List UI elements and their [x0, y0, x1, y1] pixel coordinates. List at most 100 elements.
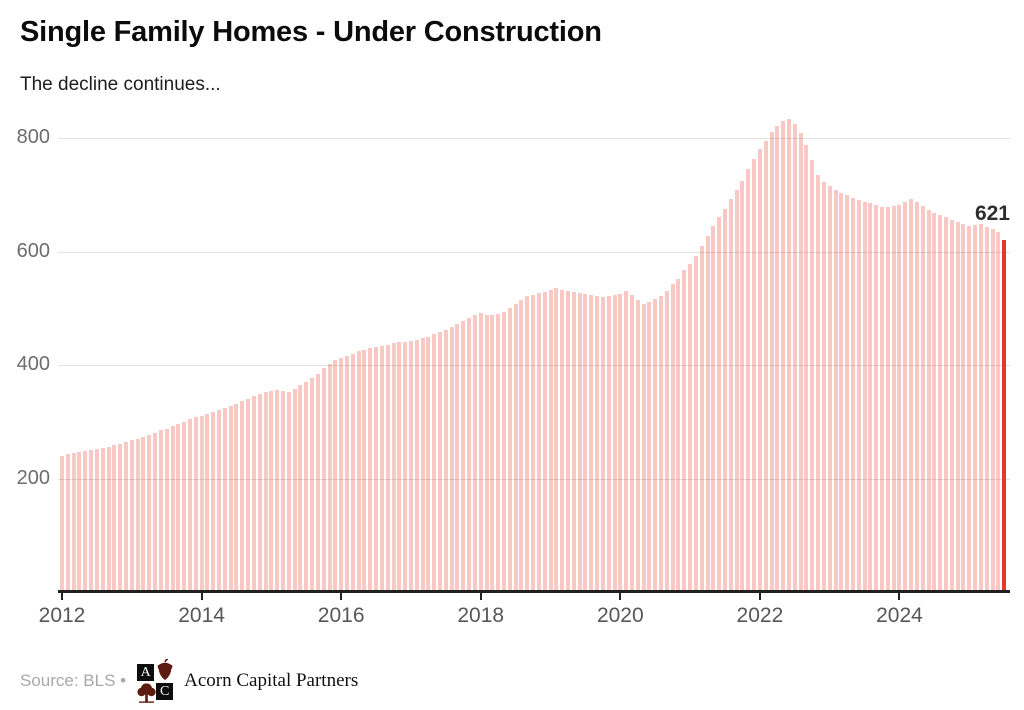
- bar: [385, 344, 390, 592]
- bar: [118, 443, 123, 592]
- bar: [426, 336, 431, 592]
- bar: [193, 417, 198, 592]
- bar: [856, 200, 861, 592]
- bar: [664, 291, 669, 592]
- bar: [548, 290, 553, 592]
- bar: [71, 452, 76, 592]
- bar: [560, 289, 565, 592]
- bar: [612, 295, 617, 592]
- bar: [810, 159, 815, 592]
- bar: [298, 385, 303, 592]
- last-value-label: 621: [974, 202, 1010, 225]
- bar: [769, 132, 774, 592]
- x-axis-tick-2024: [898, 593, 901, 600]
- bar: [467, 317, 472, 592]
- bar: [292, 388, 297, 592]
- y-axis-label-200: 200: [16, 466, 50, 489]
- bar: [449, 326, 454, 592]
- bar: [833, 189, 838, 592]
- bar: [723, 208, 727, 592]
- bar: [798, 133, 803, 592]
- bar: [781, 120, 786, 592]
- x-axis-label-2014: 2014: [178, 604, 225, 627]
- bar: [891, 206, 896, 592]
- plot-area: 200 400 600 800 2012 2014 2016 2018 2020 2022 2024: [17, 110, 1010, 627]
- bar: [967, 225, 972, 592]
- bar: [100, 447, 105, 592]
- bar: [135, 438, 140, 592]
- bar: [339, 358, 344, 592]
- x-axis-label-2012: 2012: [38, 604, 86, 627]
- bar: [926, 210, 931, 592]
- bar: [356, 351, 361, 592]
- bar: [571, 291, 576, 592]
- tree-icon: [137, 683, 156, 703]
- bar: [234, 403, 239, 592]
- bar: [938, 215, 943, 592]
- bar: [647, 302, 652, 592]
- bar: [158, 430, 163, 592]
- bar: [304, 382, 309, 592]
- bar: [141, 437, 146, 592]
- bar: [432, 334, 437, 592]
- bar: [565, 290, 570, 592]
- bar: [914, 201, 919, 592]
- bar: [816, 174, 821, 592]
- x-axis-tick-2014: [200, 593, 203, 600]
- bar: [205, 413, 210, 592]
- y-axis-label-400: 400: [16, 353, 50, 375]
- source-text: Source: BLS •: [20, 671, 127, 690]
- brand-name: Acorn Capital Partners: [184, 670, 359, 691]
- bar: [827, 186, 832, 592]
- bar: [705, 235, 710, 592]
- x-axis-label-2022: 2022: [736, 604, 784, 627]
- bar: [984, 227, 989, 592]
- bar: [310, 378, 315, 592]
- bar: [932, 212, 937, 592]
- bar: [589, 295, 594, 592]
- logo-letter-a: A: [137, 664, 155, 681]
- bar: [775, 125, 780, 592]
- bar: [60, 455, 64, 592]
- bar: [786, 118, 791, 592]
- bar: [496, 313, 501, 592]
- bar: [408, 341, 413, 592]
- bar: [944, 217, 948, 592]
- bar: [990, 229, 995, 592]
- bar: [897, 204, 902, 592]
- bar: [263, 391, 268, 592]
- bar: [752, 159, 757, 592]
- bar: [147, 434, 152, 592]
- bar: [880, 206, 885, 592]
- bar: [368, 347, 373, 592]
- gridline-200: [58, 478, 1010, 480]
- x-axis-tick-2022: [758, 593, 761, 600]
- bar: [868, 203, 873, 592]
- bar: [885, 207, 890, 592]
- chart-subtitle: The decline continues...: [20, 74, 221, 95]
- bar: [187, 419, 192, 592]
- x-axis-line: [58, 590, 1010, 593]
- bar: [211, 412, 216, 592]
- bar: [94, 449, 99, 592]
- bar: [333, 360, 338, 592]
- bar: [246, 399, 251, 592]
- gridline-400: [58, 365, 1010, 366]
- bar: [996, 232, 1001, 592]
- footer: Source: BLS • A C Acor: [20, 658, 358, 704]
- bar: [973, 225, 978, 592]
- bar: [112, 445, 117, 592]
- bar: [949, 220, 954, 592]
- bar: [804, 144, 809, 592]
- bar: [257, 393, 262, 592]
- bar: [484, 314, 489, 592]
- bar: [635, 299, 640, 592]
- x-axis-tick-2016: [340, 593, 343, 600]
- bar: [106, 446, 111, 592]
- bar: [542, 291, 547, 592]
- bar: [688, 264, 693, 592]
- bar: [955, 222, 960, 592]
- bar: [519, 299, 524, 592]
- bar: [420, 338, 425, 592]
- bar: [862, 201, 867, 592]
